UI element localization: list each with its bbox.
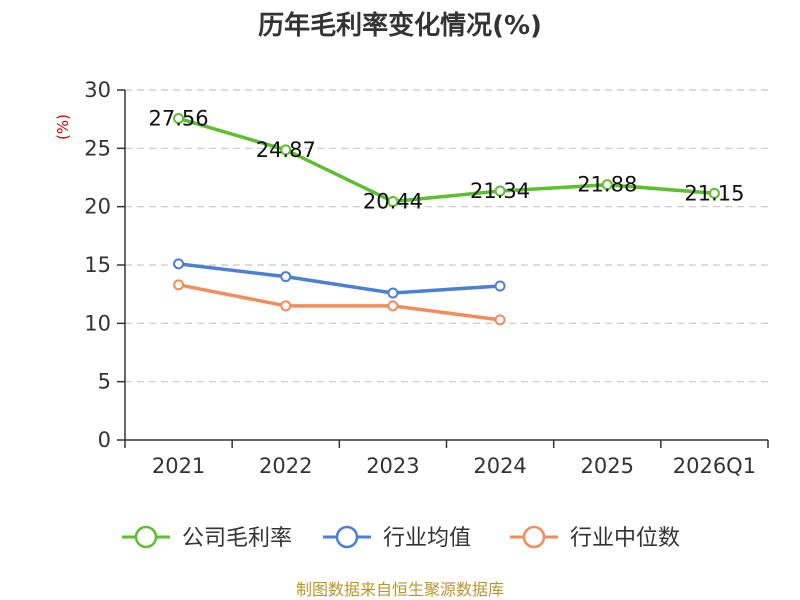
series-line [176, 262, 502, 295]
legend: 公司毛利率 行业均值 行业中位数 [122, 525, 680, 551]
legend-label: 行业均值 [383, 526, 471, 551]
data-label: 21.15 [684, 181, 744, 205]
data-point [280, 271, 292, 283]
y-tick-label: 10 [84, 311, 111, 335]
data-point [280, 144, 292, 156]
data-point [280, 300, 292, 312]
series-group: 27.56 24.87 20.44 21.34 21.88 21.15 [149, 106, 744, 326]
series-line [176, 116, 717, 204]
data-label: 27.56 [149, 106, 209, 130]
y-tick-label: 15 [84, 253, 111, 277]
x-tick-label: 2025 [581, 454, 634, 478]
y-tick-label: 25 [84, 136, 111, 160]
data-point [494, 314, 506, 326]
legend-label: 公司毛利率 [182, 526, 292, 551]
x-tick-label: 2022 [259, 454, 312, 478]
data-point [387, 300, 399, 312]
y-tick-label: 20 [84, 195, 111, 219]
data-point [387, 196, 399, 208]
data-point [173, 279, 185, 291]
y-axis-label: (%) [54, 114, 72, 140]
data-label: 21.34 [470, 179, 530, 203]
legend-swatch-marker [134, 525, 158, 549]
source-note: 制图数据来自恒生聚源数据库 [296, 580, 504, 599]
legend-swatch-marker [335, 525, 359, 549]
gridlines [125, 89, 768, 383]
y-tick-label: 5 [98, 370, 111, 394]
data-point [173, 258, 185, 270]
data-point [601, 179, 613, 191]
data-point [173, 112, 185, 124]
x-tick-label: 2021 [152, 454, 205, 478]
chart-title: 历年毛利率变化情况(%) [258, 10, 542, 41]
legend-label: 行业中位数 [570, 526, 680, 551]
x-tick-label: 2026Q1 [673, 454, 756, 478]
data-point [387, 287, 399, 299]
data-point [494, 280, 506, 292]
data-label: 20.44 [363, 190, 423, 214]
legend-swatch-marker [522, 525, 546, 549]
x-tick-label: 2024 [473, 454, 526, 478]
data-label: 21.88 [577, 173, 637, 197]
data-point [494, 185, 506, 197]
x-tick-label: 2023 [366, 454, 419, 478]
data-point [708, 187, 720, 199]
series-line [176, 283, 502, 322]
data-label: 24.87 [256, 138, 316, 162]
y-tick-label: 0 [98, 428, 111, 452]
y-tick-label: 30 [84, 78, 111, 102]
